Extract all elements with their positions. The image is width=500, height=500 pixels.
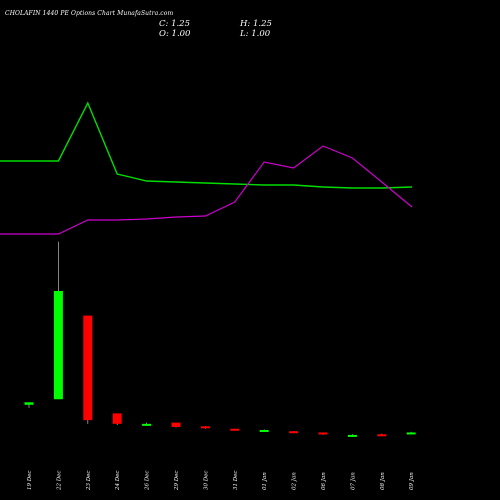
candle-07-jan	[347, 434, 357, 437]
x-tick-label: 07 Jan	[350, 472, 356, 490]
candle-06-jan	[318, 432, 328, 435]
candle-24-dec	[112, 413, 122, 426]
x-tick-label: 23 Dec	[86, 471, 92, 492]
high-value: H: 1.25	[240, 19, 272, 29]
candle-body	[142, 423, 152, 426]
indicator-lines	[0, 101, 413, 235]
candle-body	[318, 432, 328, 435]
x-tick-label: 08 Jan	[380, 472, 386, 490]
candle-08-jan	[377, 433, 387, 437]
x-tick-label: 31 Dec	[233, 471, 239, 491]
candle-23-dec	[83, 315, 93, 424]
candle-02-jan	[289, 431, 299, 434]
candle-body	[406, 432, 416, 435]
open-value: O: 1.00	[159, 29, 191, 39]
close-value: C: 1.25	[159, 19, 190, 29]
candle-body	[83, 315, 93, 421]
x-tick-label: 26 Dec	[145, 471, 151, 492]
chart-title: CHOLAFIN 1440 PE Options Chart MunafaSut…	[5, 10, 174, 17]
green-line-series	[0, 101, 413, 189]
x-tick-label: 29 Dec	[174, 471, 180, 492]
candle-22-dec	[53, 241, 63, 400]
candle-body	[230, 428, 240, 431]
x-tick-label: 24 Dec	[115, 471, 121, 492]
candlesticks	[24, 241, 416, 437]
candle-19-dec	[24, 402, 34, 408]
x-tick-label: 02 Jan	[292, 472, 298, 490]
candle-body	[259, 429, 269, 432]
candle-30-dec	[200, 426, 210, 429]
x-tick-label: 19 Dec	[27, 471, 33, 491]
candle-body	[171, 422, 181, 427]
candle-body	[347, 434, 357, 437]
x-tick-label: 09 Jan	[409, 472, 415, 490]
x-tick-label: 30 Dec	[203, 471, 209, 491]
candle-26-dec	[142, 422, 152, 426]
candle-body	[53, 291, 63, 400]
x-tick-label: 01 Jan	[262, 472, 268, 490]
purple-line-series	[0, 145, 413, 235]
candle-body	[377, 434, 387, 437]
x-tick-label: 06 Jan	[321, 472, 327, 490]
candle-09-jan	[406, 431, 416, 435]
candle-body	[200, 426, 210, 429]
candle-body	[24, 402, 34, 405]
candle-body	[289, 431, 299, 434]
candle-29-dec	[171, 422, 181, 428]
candle-31-dec	[230, 428, 240, 431]
candle-01-jan	[259, 429, 269, 432]
x-tick-label: 22 Dec	[56, 471, 62, 492]
x-axis-ticks: 19 Dec 22 Dec 23 Dec 24 Dec 26 Dec 29 Dec 30 D…	[27, 471, 415, 492]
low-value: L: 1.00	[240, 29, 271, 39]
candle-body	[112, 413, 122, 424]
